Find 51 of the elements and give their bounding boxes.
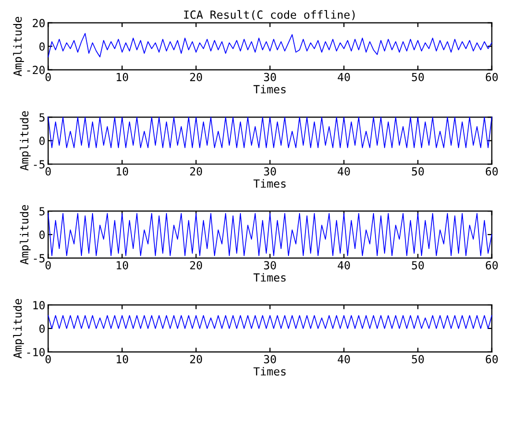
- line-series: [48, 213, 492, 256]
- x-tick-label: 10: [116, 354, 128, 364]
- y-tick-label: -10: [27, 348, 45, 356]
- y-tick-label: -20: [27, 66, 45, 74]
- y-tick-label: -5: [34, 160, 44, 169]
- x-axis-title: Times: [254, 179, 286, 188]
- y-axis-title: Amplitude: [13, 16, 24, 76]
- x-tick-label: 0: [46, 72, 51, 82]
- x-tick-label: 20: [190, 167, 202, 176]
- y-tick-label: 0: [39, 42, 45, 51]
- x-axis-title: Times: [254, 84, 286, 94]
- y-axis-title: Amplitude: [13, 299, 24, 358]
- y-axis-title: Amplitude: [20, 111, 31, 171]
- y-axis-title: Amplitude: [20, 205, 31, 264]
- y-tick-label: 0: [39, 230, 45, 239]
- x-tick-label: 40: [338, 261, 350, 270]
- x-tick-label: 50: [412, 72, 424, 82]
- x-tick-label: 60: [486, 167, 498, 176]
- x-tick-label: 0: [46, 261, 51, 270]
- y-tick-label: 5: [39, 113, 44, 122]
- line-series: [48, 32, 492, 58]
- x-tick-label: 20: [190, 261, 202, 270]
- x-tick-label: 40: [338, 167, 350, 176]
- x-tick-label: 30: [264, 72, 276, 82]
- x-tick-label: 60: [486, 261, 498, 270]
- x-tick-label: 20: [190, 72, 202, 82]
- y-tick-label: 0: [39, 324, 45, 333]
- x-tick-label: 0: [46, 167, 51, 176]
- x-tick-label: 20: [190, 354, 202, 364]
- x-tick-label: 10: [116, 167, 128, 176]
- x-tick-label: 60: [486, 354, 498, 364]
- x-tick-label: 60: [486, 72, 498, 82]
- x-tick-label: 10: [116, 72, 128, 82]
- x-tick-label: 50: [412, 167, 424, 176]
- x-tick-label: 30: [264, 354, 276, 364]
- y-tick-label: 20: [32, 18, 45, 28]
- x-tick-label: 30: [264, 261, 276, 270]
- y-tick-label: 0: [39, 136, 45, 146]
- x-axis-title: Times: [254, 273, 286, 282]
- y-tick-label: 5: [39, 207, 44, 216]
- x-tick-label: 30: [264, 167, 276, 176]
- chart-title: ICA Result(C code offline): [184, 10, 355, 20]
- y-tick-label: -5: [34, 254, 44, 262]
- y-tick-label: 10: [33, 300, 45, 310]
- x-tick-label: 50: [412, 354, 424, 364]
- x-tick-label: 10: [116, 261, 128, 270]
- x-tick-label: 50: [412, 261, 424, 270]
- x-axis-title: Times: [254, 366, 286, 376]
- x-tick-label: 40: [338, 72, 350, 82]
- x-tick-label: 40: [338, 354, 350, 364]
- x-tick-label: 0: [46, 354, 51, 364]
